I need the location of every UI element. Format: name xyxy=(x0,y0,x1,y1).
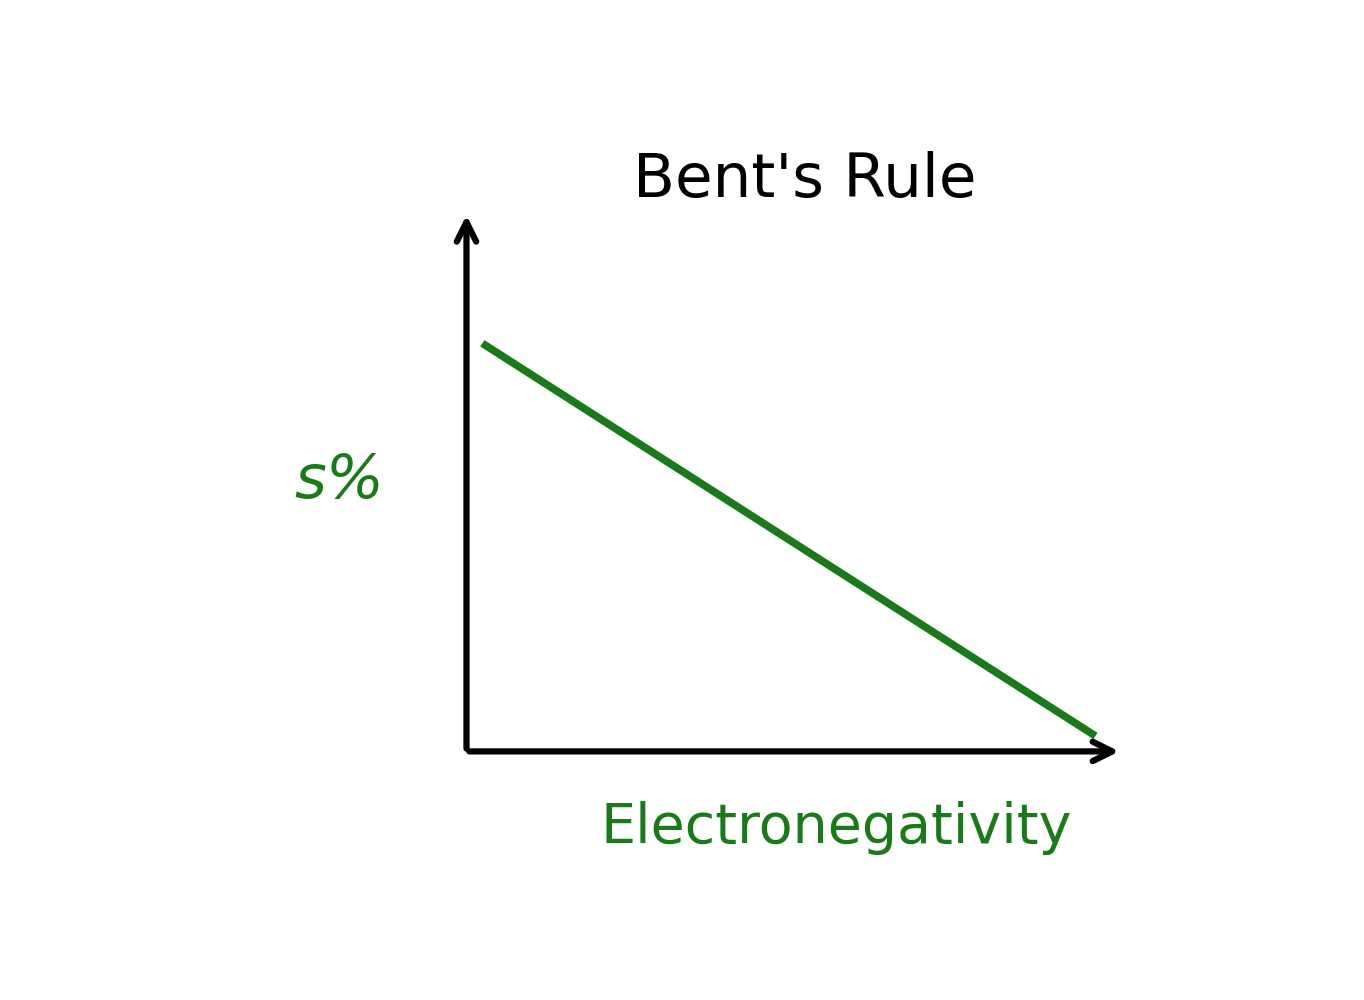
Text: Electronegativity: Electronegativity xyxy=(600,801,1072,855)
Text: s%: s% xyxy=(295,452,385,511)
Text: Bent's Rule: Bent's Rule xyxy=(633,151,977,210)
